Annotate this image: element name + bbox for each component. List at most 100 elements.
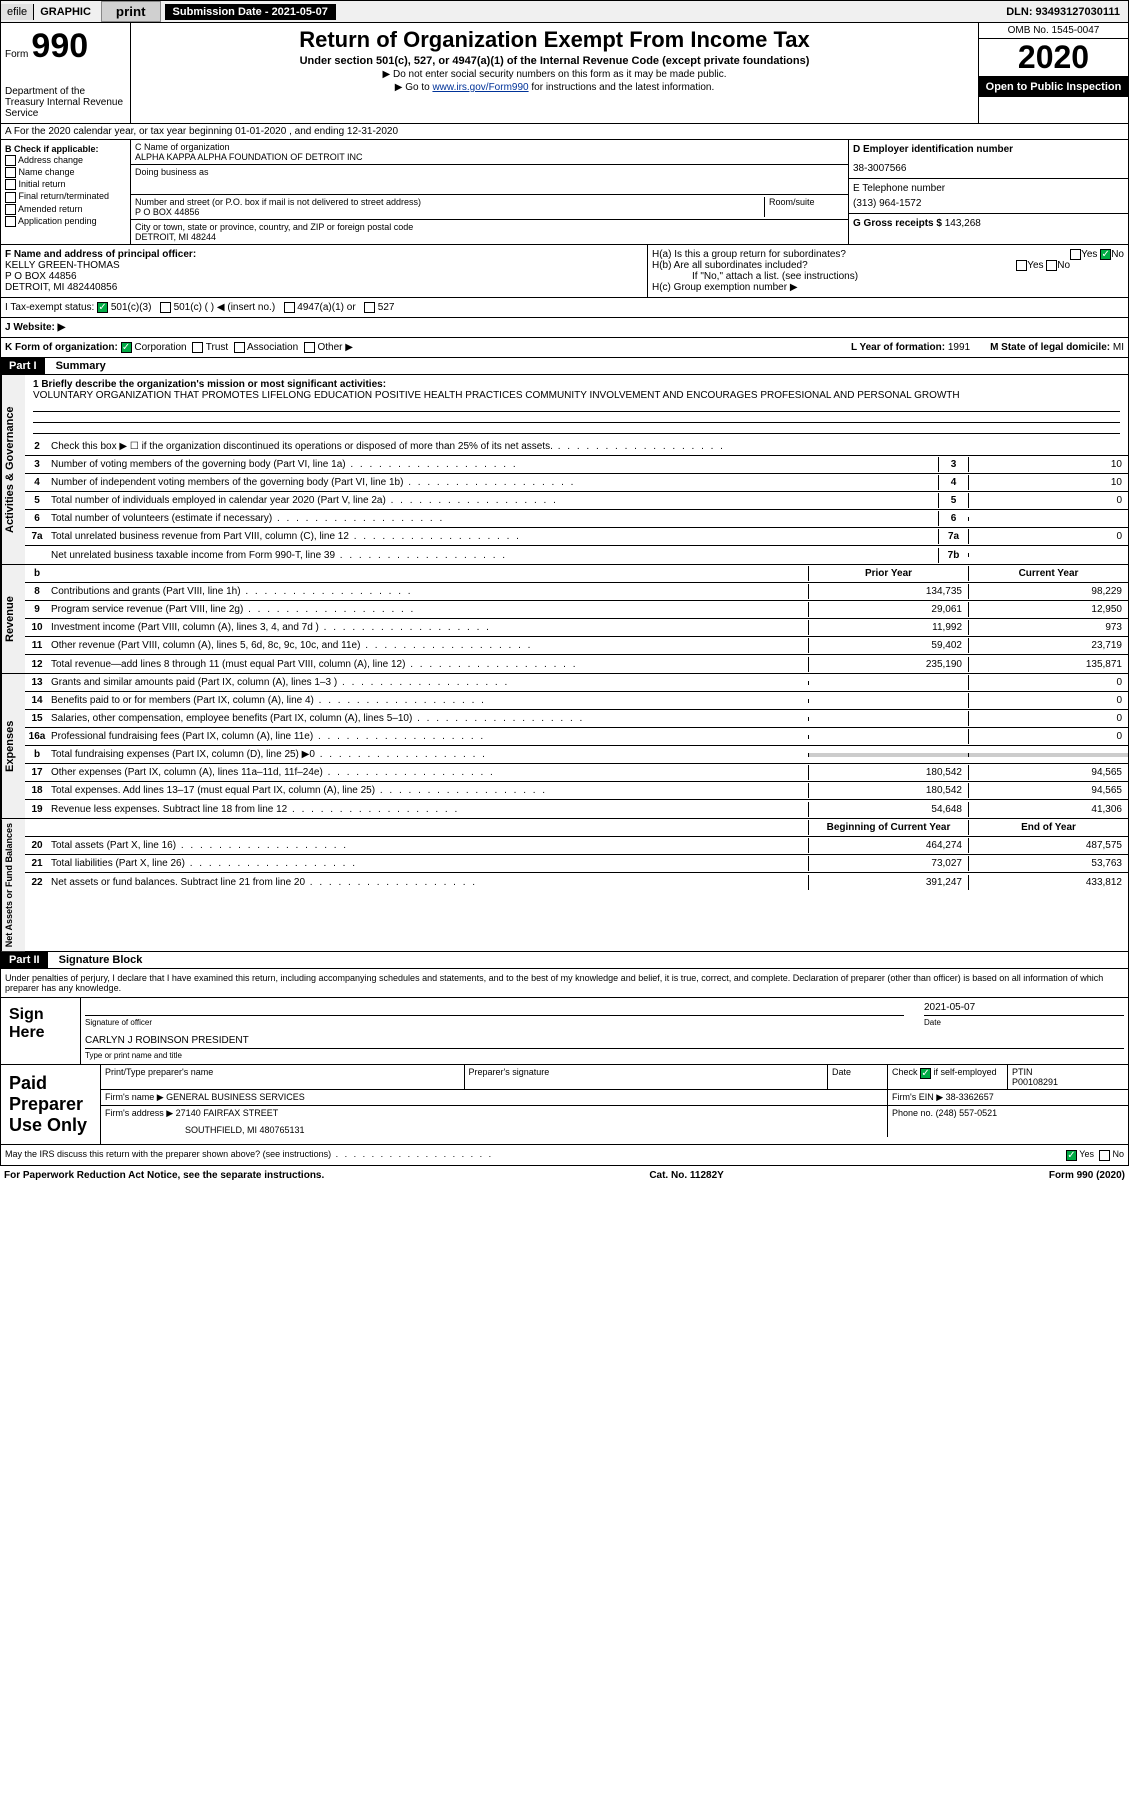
cb-self-employed — [920, 1068, 931, 1079]
omb: OMB No. 1545-0047 — [979, 23, 1128, 39]
b-org-info: C Name of organization ALPHA KAPPA ALPHA… — [131, 140, 848, 244]
expense-line: 16aProfessional fundraising fees (Part I… — [25, 728, 1128, 746]
part1-header: Part I Summary — [0, 358, 1129, 375]
footer-left: For Paperwork Reduction Act Notice, see … — [4, 1170, 324, 1181]
cb-501c3[interactable] — [97, 302, 108, 313]
expense-line: 18Total expenses. Add lines 13–17 (must … — [25, 782, 1128, 800]
revenue-line: 12Total revenue—add lines 8 through 11 (… — [25, 655, 1128, 673]
expense-line: 15Salaries, other compensation, employee… — [25, 710, 1128, 728]
firm-name: GENERAL BUSINESS SERVICES — [166, 1092, 305, 1102]
firm-ein: 38-3362657 — [946, 1092, 994, 1102]
irs-link[interactable]: www.irs.gov/Form990 — [432, 82, 528, 93]
org-city: DETROIT, MI 48244 — [135, 232, 844, 242]
b-right: D Employer identification number 38-3007… — [848, 140, 1128, 244]
org-address: P O BOX 44856 — [135, 207, 764, 217]
header-title: Return of Organization Exempt From Incom… — [131, 23, 978, 123]
firm-addr2: SOUTHFIELD, MI 480765131 — [185, 1125, 883, 1135]
cb-discuss-yes — [1066, 1150, 1077, 1161]
title: Return of Organization Exempt From Incom… — [135, 27, 974, 53]
phone: (313) 964-1572 — [853, 198, 1124, 209]
footer-right: Form 990 (2020) — [1049, 1170, 1125, 1181]
mission-text: VOLUNTARY ORGANIZATION THAT PROMOTES LIF… — [33, 390, 1120, 401]
netassets-vtab: Net Assets or Fund Balances — [1, 819, 25, 951]
dln: DLN: 93493127030111 — [998, 4, 1128, 20]
graphic-label: GRAPHIC — [34, 4, 97, 20]
activity-line: Net unrelated business taxable income fr… — [25, 546, 1128, 564]
cb-name[interactable]: Name change — [5, 167, 126, 178]
preparer-label: Paid Preparer Use Only — [1, 1065, 101, 1144]
footer-mid: Cat. No. 11282Y — [649, 1170, 723, 1181]
activity-line: 4Number of independent voting members of… — [25, 474, 1128, 492]
expense-line: 14Benefits paid to or for members (Part … — [25, 692, 1128, 710]
tax-year-line: A For the 2020 calendar year, or tax yea… — [0, 124, 1129, 140]
expenses-vtab: Expenses — [1, 674, 25, 818]
sign-here-label: Sign Here — [1, 998, 81, 1064]
officer-section: F Name and address of principal officer:… — [0, 245, 1129, 298]
year-formation: 1991 — [948, 342, 970, 353]
revenue-line: 9Program service revenue (Part VIII, lin… — [25, 601, 1128, 619]
print-button[interactable]: print — [101, 1, 161, 22]
netassets-line: 22Net assets or fund balances. Subtract … — [25, 873, 1128, 891]
tax-status: I Tax-exempt status: 501(c)(3) 501(c) ( … — [0, 298, 1129, 318]
tax-year: 2020 — [1018, 39, 1089, 75]
expenses-section: Expenses 13Grants and similar amounts pa… — [0, 674, 1129, 819]
cb-pending[interactable]: Application pending — [5, 216, 126, 227]
activity-line: 6Total number of volunteers (estimate if… — [25, 510, 1128, 528]
subtitle: Under section 501(c), 527, or 4947(a)(1)… — [135, 55, 974, 67]
note2: ▶ Go to www.irs.gov/Form990 for instruct… — [135, 82, 974, 93]
revenue-section: Revenue b Prior Year Current Year 8Contr… — [0, 565, 1129, 674]
revenue-line: 8Contributions and grants (Part VIII, li… — [25, 583, 1128, 601]
footer: For Paperwork Reduction Act Notice, see … — [0, 1166, 1129, 1185]
expense-line: bTotal fundraising expenses (Part IX, co… — [25, 746, 1128, 764]
netassets-line: 20Total assets (Part X, line 16)464,2744… — [25, 837, 1128, 855]
expense-line: 13Grants and similar amounts paid (Part … — [25, 674, 1128, 692]
revenue-line: 10Investment income (Part VIII, column (… — [25, 619, 1128, 637]
form-of-org: K Form of organization: Corporation Trus… — [0, 338, 1129, 358]
activity-line: 7aTotal unrelated business revenue from … — [25, 528, 1128, 546]
ein: 38-3007566 — [853, 163, 1124, 174]
signature-section: Under penalties of perjury, I declare th… — [0, 969, 1129, 1165]
cb-initial[interactable]: Initial return — [5, 179, 126, 190]
firm-phone: (248) 557-0521 — [936, 1108, 998, 1118]
activity-line: 3Number of voting members of the governi… — [25, 456, 1128, 474]
form-header: Form 990 Department of the Treasury Inte… — [0, 23, 1129, 124]
part2-header: Part II Signature Block — [0, 952, 1129, 969]
cb-no-checked — [1100, 249, 1111, 260]
submission-date: Submission Date - 2021-05-07 — [165, 4, 336, 20]
header-right: OMB No. 1545-0047 2020 Open to Public In… — [978, 23, 1128, 123]
cb-address[interactable]: Address change — [5, 155, 126, 166]
inspection-label: Open to Public Inspection — [979, 77, 1128, 97]
header-left: Form 990 Department of the Treasury Inte… — [1, 23, 131, 123]
cb-amended[interactable]: Amended return — [5, 204, 126, 215]
sig-date: 2021-05-07 — [924, 1002, 1124, 1016]
efile-label: efile — [1, 4, 34, 20]
activities-vtab: Activities & Governance — [1, 375, 25, 564]
gross-receipts: 143,268 — [945, 218, 981, 229]
revenue-line: 11Other revenue (Part VIII, column (A), … — [25, 637, 1128, 655]
department: Department of the Treasury Internal Reve… — [5, 86, 126, 119]
form-label: Form — [5, 49, 28, 60]
officer-name: KELLY GREEN-THOMAS — [5, 260, 643, 271]
cb-final[interactable]: Final return/terminated — [5, 191, 126, 202]
sig-name: CARLYN J ROBINSON PRESIDENT — [85, 1035, 1124, 1049]
sig-disclaimer: Under penalties of perjury, I declare th… — [1, 969, 1128, 997]
note1: ▶ Do not enter social security numbers o… — [135, 69, 974, 80]
netassets-section: Net Assets or Fund Balances Beginning of… — [0, 819, 1129, 952]
ptin: P00108291 — [1012, 1077, 1124, 1087]
cb-corp[interactable] — [121, 342, 132, 353]
activity-line: 5Total number of individuals employed in… — [25, 492, 1128, 510]
org-name: ALPHA KAPPA ALPHA FOUNDATION OF DETROIT … — [135, 152, 844, 162]
netassets-line: 21Total liabilities (Part X, line 26)73,… — [25, 855, 1128, 873]
form-number: 990 — [31, 27, 88, 65]
top-bar: efile GRAPHIC print Submission Date - 20… — [0, 0, 1129, 23]
firm-addr1: 27140 FAIRFAX STREET — [176, 1108, 279, 1118]
activity-line: 2Check this box ▶ ☐ if the organization … — [25, 438, 1128, 456]
section-b: B Check if applicable: Address change Na… — [0, 140, 1129, 245]
website: J Website: ▶ — [0, 318, 1129, 338]
revenue-vtab: Revenue — [1, 565, 25, 673]
activities-section: Activities & Governance 1 Briefly descri… — [0, 375, 1129, 565]
b-checkboxes: B Check if applicable: Address change Na… — [1, 140, 131, 244]
expense-line: 17Other expenses (Part IX, column (A), l… — [25, 764, 1128, 782]
expense-line: 19Revenue less expenses. Subtract line 1… — [25, 800, 1128, 818]
domicile: MI — [1113, 342, 1124, 353]
